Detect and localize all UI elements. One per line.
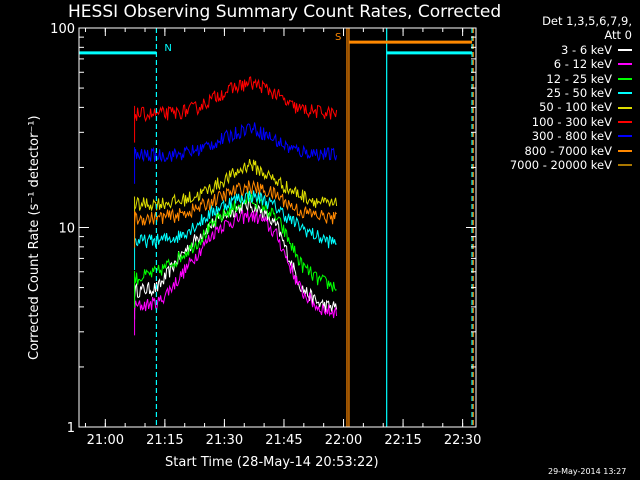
timestamp: 29-May-2014 13:27 <box>548 467 627 476</box>
y-axis-label: Corrected Count Rate (s⁻¹ detector⁻¹) <box>27 115 42 360</box>
series-layer <box>134 76 338 336</box>
series-line <box>134 190 337 292</box>
x-tick-label: 21:45 <box>265 433 302 448</box>
x-tick-label: 22:30 <box>444 433 481 448</box>
series-line <box>134 209 338 319</box>
x-tick-label: 21:00 <box>87 433 124 448</box>
series-4 <box>134 159 338 234</box>
legend-entry: 25 - 50 keV <box>510 86 632 100</box>
series-2 <box>134 190 337 308</box>
series-6 <box>134 122 338 184</box>
x-tick-label: 22:15 <box>384 433 421 448</box>
legend-entry-label: 300 - 800 keV <box>531 129 612 144</box>
legend-swatch <box>618 49 632 52</box>
legend-entry: 7000 - 20000 keV <box>510 158 632 172</box>
legend-entry: 300 - 800 keV <box>510 129 632 143</box>
plot-frame <box>78 27 477 428</box>
legend-entry-label: 100 - 300 keV <box>531 114 612 129</box>
marker-layer: NS <box>79 28 474 427</box>
legend-swatch <box>618 92 632 95</box>
series-line <box>134 189 337 249</box>
series-5 <box>134 76 338 143</box>
legend: Det 1,3,5,6,7,9, Att 0 3 - 6 keV 6 - 12 k… <box>510 14 632 172</box>
attenuator-flag-label-1: S <box>335 32 341 43</box>
legend-entry-label: 6 - 12 keV <box>553 57 612 72</box>
legend-swatch <box>618 121 632 124</box>
series-line <box>134 122 338 163</box>
y-tick-label: 10 <box>58 222 75 237</box>
legend-entry: 6 - 12 keV <box>510 57 632 71</box>
legend-swatch <box>618 106 632 109</box>
legend-entry-label: 25 - 50 keV <box>546 86 612 101</box>
x-tick-label: 22:00 <box>325 433 362 448</box>
series-7 <box>134 179 337 248</box>
legend-entry: 50 - 100 keV <box>510 100 632 114</box>
legend-entry: 12 - 25 keV <box>510 72 632 86</box>
x-axis-label: Start Time (28-May-14 20:53:22) <box>165 455 379 470</box>
axes-layer: 21:00 21:15 21:30 21:45 22:00 22:15 22:30 1 10 10… <box>50 22 481 448</box>
legend-entry: 3 - 6 keV <box>510 43 632 57</box>
legend-swatch <box>618 149 632 152</box>
x-tick-label: 21:15 <box>146 433 183 448</box>
chart-title: HESSI Observing Summary Count Rates, Cor… <box>68 2 502 22</box>
legend-entry-label: 50 - 100 keV <box>539 100 612 115</box>
series-line <box>134 179 337 226</box>
y-tick-label: 1 <box>67 421 75 436</box>
attenuator-flag-label-0: N <box>164 43 171 54</box>
legend-swatch <box>618 63 632 66</box>
legend-swatch <box>618 164 632 167</box>
legend-swatch <box>618 77 632 80</box>
legend-entry-label: 7000 - 20000 keV <box>509 158 612 173</box>
legend-entries: 3 - 6 keV 6 - 12 keV 12 - 25 keV 25 - 50 ke… <box>510 43 632 173</box>
legend-header-line-2: Att 0 <box>604 28 632 43</box>
legend-entry-label: 800 - 7000 keV <box>524 143 612 158</box>
series-line <box>134 159 338 212</box>
series-line <box>134 76 338 123</box>
legend-entry-label: 3 - 6 keV <box>561 42 612 57</box>
x-tick-label: 21:30 <box>206 433 243 448</box>
legend-header-line-1: Det 1,3,5,6,7,9, <box>542 14 632 28</box>
legend-swatch <box>618 135 632 138</box>
legend-entry: 100 - 300 keV <box>510 115 632 129</box>
legend-entry: 800 - 7000 keV <box>510 144 632 158</box>
y-tick-label: 100 <box>50 22 75 37</box>
legend-entry-label: 12 - 25 keV <box>546 71 612 86</box>
